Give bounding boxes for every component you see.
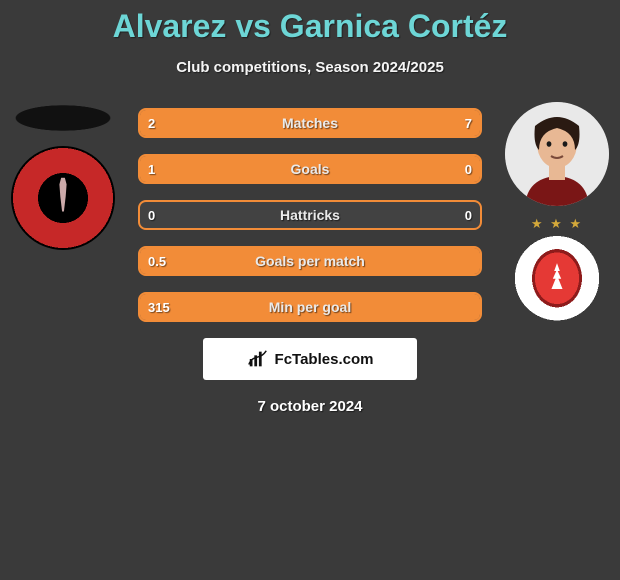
stat-label: Min per goal xyxy=(140,294,480,320)
stat-label: Goals xyxy=(140,156,480,182)
stat-row-goals-per-match: 0.5Goals per match xyxy=(138,246,482,276)
stat-row-goals: 10Goals xyxy=(138,154,482,184)
right-player-photo xyxy=(505,102,609,206)
stat-bars: 27Matches 10Goals 00Hattricks 0.5Goals per … xyxy=(138,102,482,322)
left-player-column xyxy=(8,102,118,250)
left-player-photo-placeholder xyxy=(11,102,115,132)
chart-icon xyxy=(247,348,269,370)
snapshot-date: 7 october 2024 xyxy=(0,398,620,415)
player-avatar-icon xyxy=(505,102,609,206)
stat-label: Goals per match xyxy=(140,248,480,274)
stat-row-min-per-goal: 315Min per goal xyxy=(138,292,482,322)
comparison-stage: 27Matches 10Goals 00Hattricks 0.5Goals per … xyxy=(0,102,620,322)
stat-row-matches: 27Matches xyxy=(138,108,482,138)
brand-box: FcTables.com xyxy=(203,338,417,380)
stat-label: Matches xyxy=(140,110,480,136)
stat-label: Hattricks xyxy=(140,202,480,228)
brand-text: FcTables.com xyxy=(275,351,374,368)
right-club-logo xyxy=(505,220,609,324)
stat-row-hattricks: 00Hattricks xyxy=(138,200,482,230)
right-player-column xyxy=(502,102,612,324)
page-subtitle: Club competitions, Season 2024/2025 xyxy=(0,59,620,76)
left-club-logo xyxy=(11,146,115,250)
page-title: Alvarez vs Garnica Cortéz xyxy=(0,0,620,45)
